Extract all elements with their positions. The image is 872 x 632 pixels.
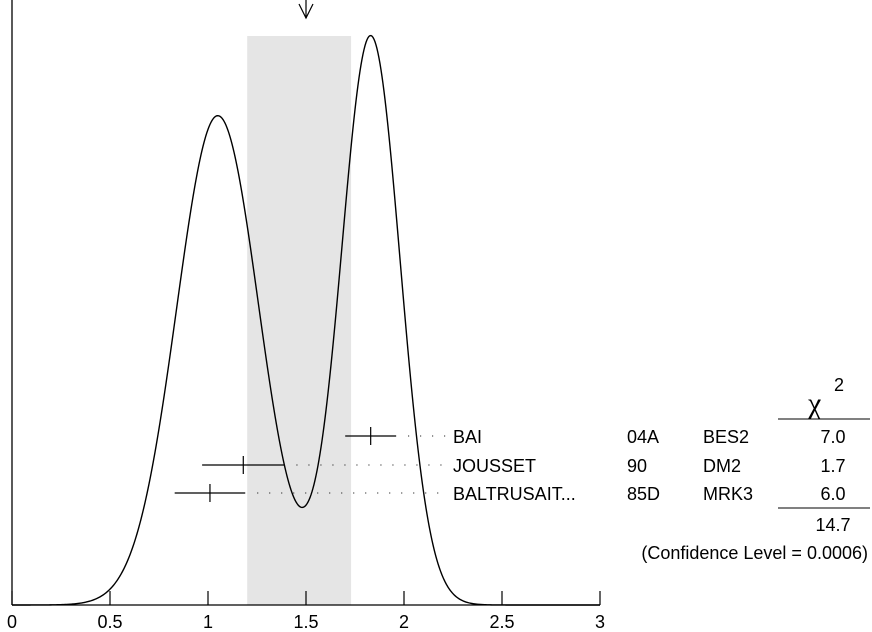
average-arrow xyxy=(298,0,314,20)
chi2-header: χ xyxy=(807,387,822,420)
chi2-value: 7.0 xyxy=(820,427,845,447)
confidence-level: (Confidence Level = 0.0006) xyxy=(641,543,868,563)
ideogram-curve xyxy=(12,34,600,606)
chi2-value: 6.0 xyxy=(820,484,845,504)
measurement-row: BALTRUSAIT... 85D MRK3 6.0 xyxy=(174,484,846,504)
chi2-superscript: 2 xyxy=(834,375,844,395)
experiment-technique: DM2 xyxy=(703,456,741,476)
measurement-row: JOUSSET 90 DM2 1.7 xyxy=(202,456,846,476)
chi2-total: 14.7 xyxy=(815,515,850,535)
x-tick-label: 1.5 xyxy=(293,612,318,632)
experiment-year: 04A xyxy=(627,427,659,447)
chi2-value: 1.7 xyxy=(820,456,845,476)
experiment-technique: BES2 xyxy=(703,427,749,447)
x-tick-label: 2 xyxy=(399,612,409,632)
x-tick-label: 2.5 xyxy=(489,612,514,632)
experiment-technique: MRK3 xyxy=(703,484,753,504)
x-tick-label: 3 xyxy=(595,612,605,632)
x-tick-label: 0.5 xyxy=(97,612,122,632)
experiment-name: BAI xyxy=(453,427,482,447)
x-tick-label: 0 xyxy=(7,612,17,632)
experiment-name: JOUSSET xyxy=(453,456,536,476)
measurement-row: BAI 04A BES2 7.0 xyxy=(345,427,846,447)
experiment-year: 90 xyxy=(627,456,647,476)
x-tick-label: 1 xyxy=(203,612,213,632)
experiment-name: BALTRUSAIT... xyxy=(453,484,576,504)
experiment-year: 85D xyxy=(627,484,660,504)
error-band xyxy=(247,36,352,605)
